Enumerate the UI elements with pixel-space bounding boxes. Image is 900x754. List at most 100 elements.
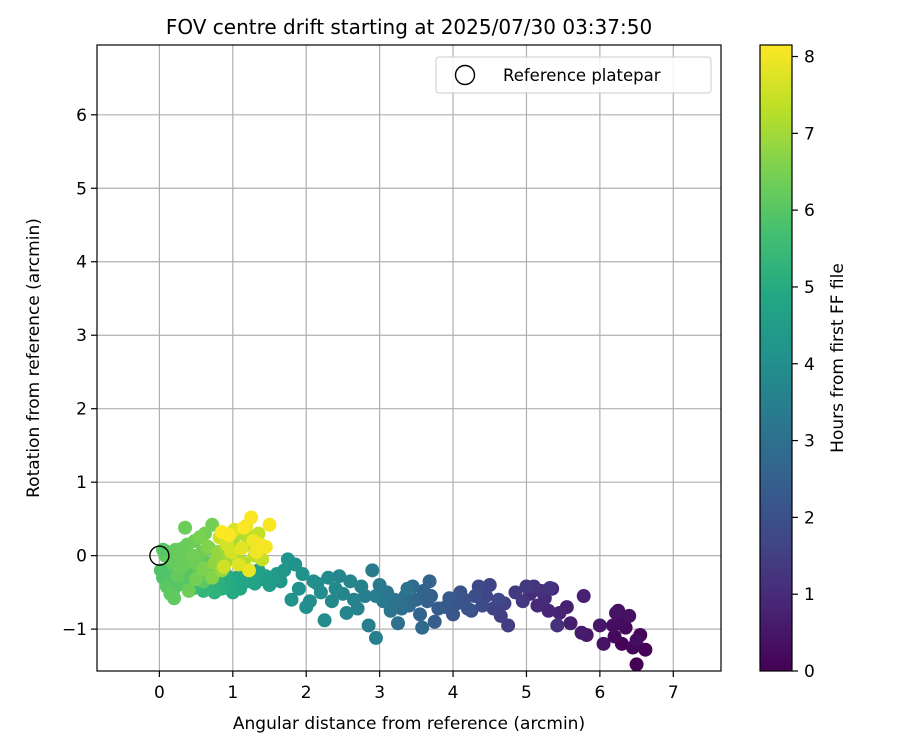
data-point bbox=[415, 620, 430, 635]
x-axis-ticks: 0 1 2 3 4 5 6 7 bbox=[154, 671, 679, 703]
legend-marker-reference bbox=[454, 64, 476, 86]
data-point bbox=[174, 559, 189, 574]
data-point bbox=[317, 613, 332, 628]
y-tick-label: 3 bbox=[76, 326, 87, 346]
data-point bbox=[205, 517, 220, 532]
data-point bbox=[368, 589, 383, 604]
colorbar-tick-label: 7 bbox=[804, 124, 815, 144]
data-point bbox=[343, 574, 358, 589]
y-tick-label: 4 bbox=[76, 253, 87, 273]
data-point bbox=[383, 603, 398, 618]
colorbar-ticks: 0 1 2 3 4 5 6 7 8 bbox=[792, 48, 815, 682]
data-point bbox=[519, 579, 534, 594]
colorbar-tick-label: 1 bbox=[804, 585, 815, 605]
data-point bbox=[563, 616, 578, 631]
y-axis-ticks: −1 0 1 2 3 4 5 6 bbox=[62, 106, 97, 640]
data-point bbox=[236, 520, 251, 535]
data-point bbox=[192, 530, 207, 545]
data-point bbox=[453, 585, 468, 600]
reference-platepar-marker bbox=[149, 545, 170, 566]
data-point bbox=[244, 510, 259, 525]
y-tick-label: 0 bbox=[76, 547, 87, 567]
colorbar-tick-label: 5 bbox=[804, 278, 815, 298]
data-point bbox=[339, 605, 354, 620]
data-point bbox=[400, 581, 415, 596]
colorbar bbox=[759, 44, 793, 672]
data-point bbox=[541, 603, 556, 618]
y-tick-label: 1 bbox=[76, 473, 87, 493]
y-tick-label: 6 bbox=[76, 106, 87, 126]
data-point bbox=[284, 592, 299, 607]
data-point bbox=[607, 629, 622, 644]
data-point bbox=[460, 601, 475, 616]
data-point bbox=[262, 517, 277, 532]
data-point bbox=[258, 539, 273, 554]
x-tick-label: 4 bbox=[448, 683, 459, 703]
plot-frame bbox=[96, 44, 722, 672]
data-point bbox=[372, 578, 387, 593]
data-point bbox=[596, 636, 611, 651]
x-tick-label: 2 bbox=[301, 683, 312, 703]
colorbar-tick-label: 0 bbox=[804, 662, 815, 682]
data-point bbox=[491, 592, 506, 607]
x-tick-label: 5 bbox=[521, 683, 532, 703]
data-point bbox=[609, 605, 624, 620]
data-point bbox=[196, 561, 211, 576]
colorbar-tick-label: 6 bbox=[804, 201, 815, 221]
y-tick-label: 5 bbox=[76, 179, 87, 199]
data-point bbox=[178, 520, 193, 535]
data-point bbox=[606, 618, 621, 633]
data-point bbox=[552, 605, 567, 620]
y-tick-label: 2 bbox=[76, 400, 87, 420]
data-point bbox=[475, 598, 490, 613]
data-point bbox=[328, 581, 343, 596]
data-point bbox=[214, 525, 229, 540]
data-point bbox=[622, 608, 637, 623]
colorbar-label: Hours from first FF file bbox=[828, 263, 848, 453]
data-point bbox=[217, 559, 232, 574]
data-point bbox=[468, 589, 483, 604]
colorbar-tick-label: 2 bbox=[804, 508, 815, 528]
data-point bbox=[501, 618, 516, 633]
data-point bbox=[413, 607, 428, 622]
y-tick-label: −1 bbox=[62, 620, 87, 640]
x-tick-label: 3 bbox=[374, 683, 385, 703]
x-axis-label: Angular distance from reference (arcmin) bbox=[233, 714, 585, 734]
x-tick-label: 0 bbox=[154, 683, 165, 703]
data-point bbox=[332, 569, 347, 584]
data-point bbox=[324, 594, 339, 609]
data-point bbox=[365, 563, 380, 578]
data-point bbox=[280, 552, 295, 567]
data-point bbox=[390, 616, 405, 631]
data-point bbox=[321, 570, 336, 585]
data-point bbox=[295, 567, 310, 582]
data-point bbox=[542, 580, 557, 595]
data-point bbox=[368, 630, 383, 645]
data-point bbox=[629, 657, 644, 672]
data-point bbox=[354, 579, 369, 594]
reference-point-group bbox=[149, 545, 170, 566]
data-point bbox=[482, 578, 497, 593]
scatter-points bbox=[153, 510, 653, 672]
grid-lines bbox=[97, 45, 721, 671]
data-point bbox=[508, 585, 523, 600]
data-point bbox=[629, 633, 644, 648]
data-point bbox=[181, 583, 196, 598]
x-tick-label: 6 bbox=[594, 683, 605, 703]
data-point bbox=[361, 618, 376, 633]
data-point bbox=[550, 618, 565, 633]
data-point bbox=[153, 563, 168, 578]
data-point bbox=[574, 625, 589, 640]
data-point bbox=[350, 601, 365, 616]
data-point bbox=[638, 642, 653, 657]
colorbar-tick-label: 3 bbox=[804, 432, 815, 452]
data-point bbox=[299, 600, 314, 615]
data-point bbox=[427, 614, 442, 629]
colorbar-tick-label: 4 bbox=[804, 355, 815, 375]
legend: Reference platepar bbox=[435, 56, 712, 94]
data-point bbox=[241, 563, 256, 578]
data-point bbox=[167, 591, 182, 606]
chart-title: FOV centre drift starting at 2025/07/30 … bbox=[166, 15, 652, 39]
